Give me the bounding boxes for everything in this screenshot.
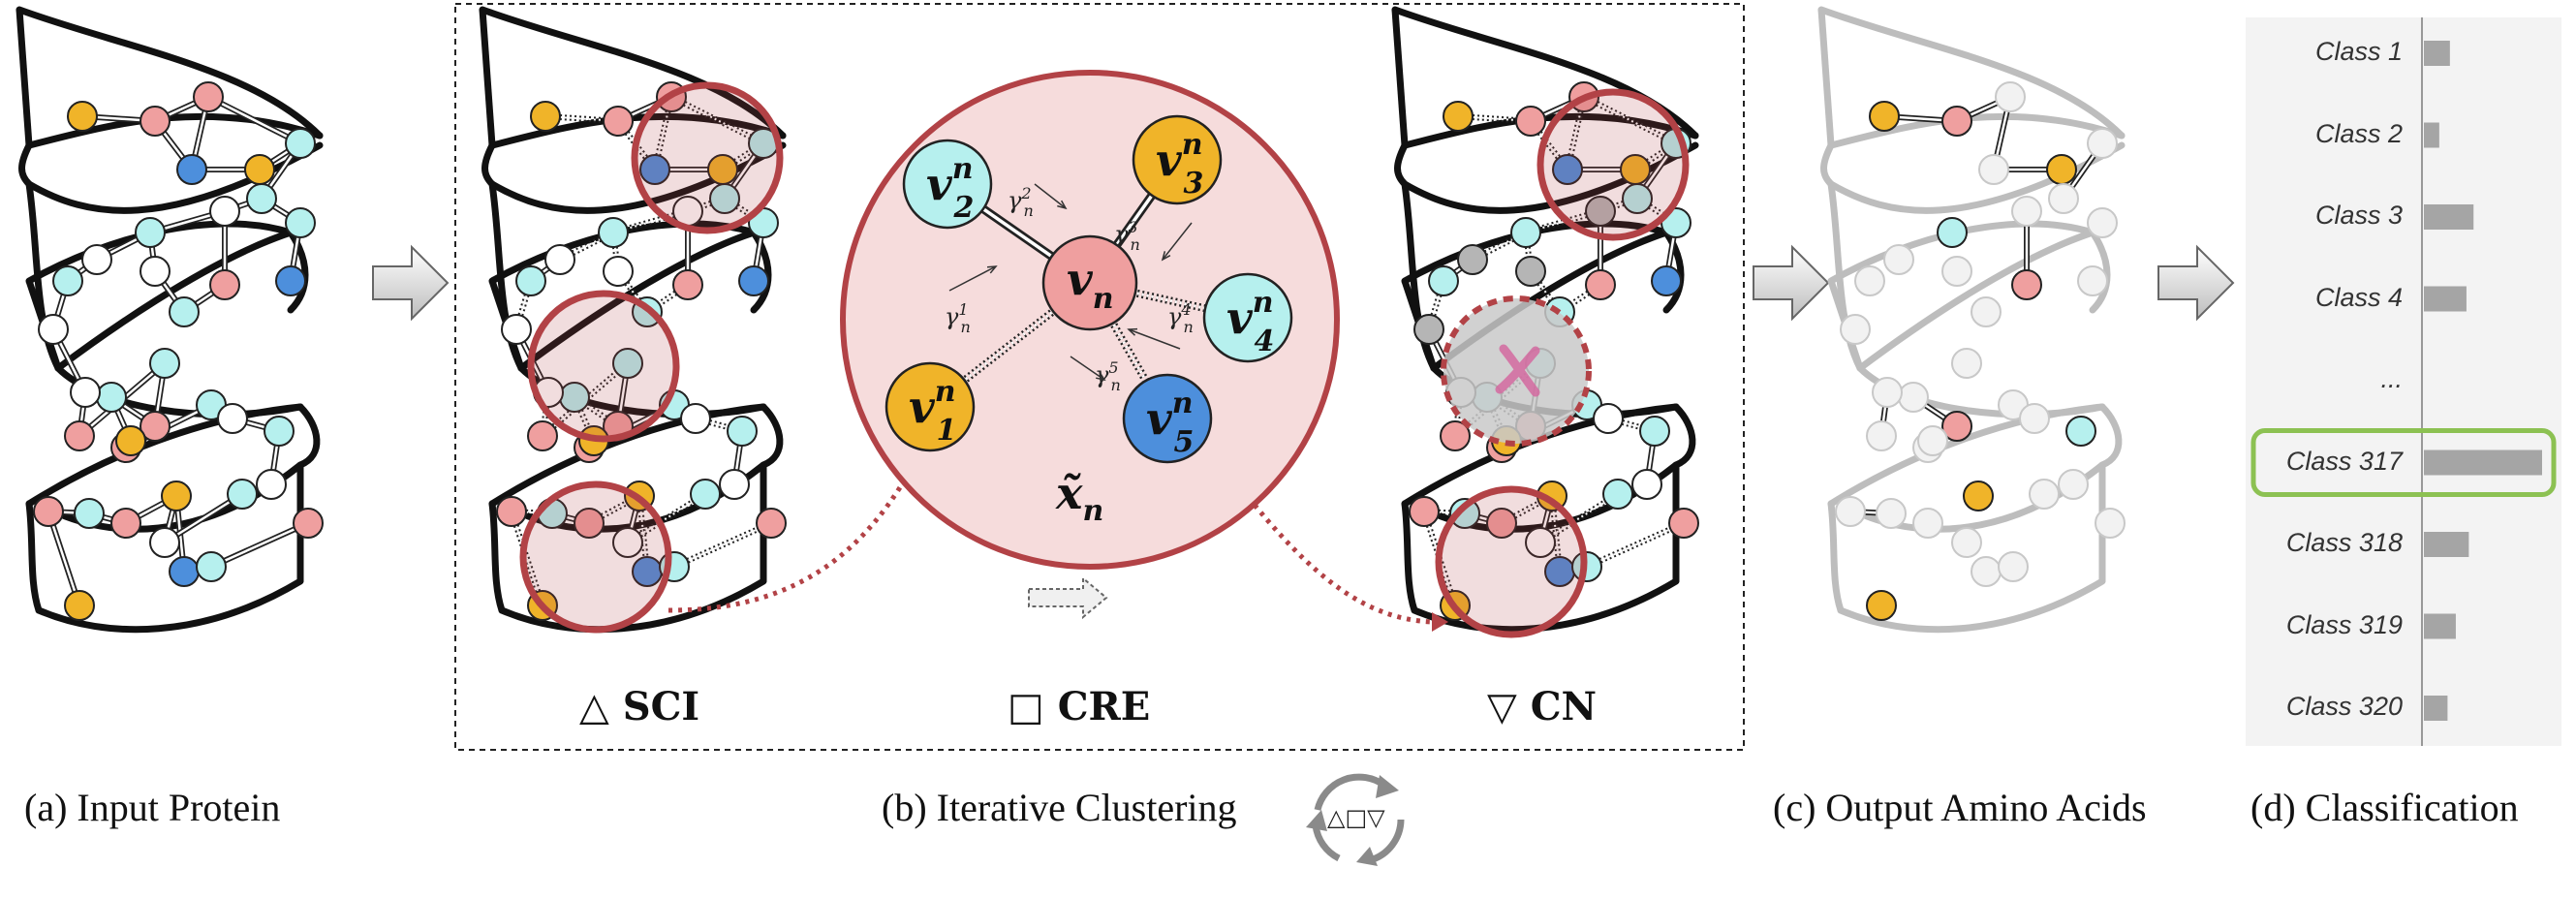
class-label: Class 319 xyxy=(2285,609,2403,639)
zoom-node xyxy=(1202,272,1293,363)
input-protein-helix xyxy=(16,6,324,634)
class-score-bar xyxy=(2424,696,2448,721)
class-label: Class 4 xyxy=(2314,282,2403,312)
zoom-node xyxy=(885,361,976,452)
cycle-symbols: △□▽ xyxy=(1327,804,1385,831)
class-label: Class 317 xyxy=(2285,446,2403,476)
sci-helix xyxy=(479,6,787,634)
class-label: Class 1 xyxy=(2314,37,2403,66)
removed-cross-icon xyxy=(1495,344,1540,397)
zoom-weight-label: γ3 n xyxy=(1114,218,1140,254)
caption-output-amino-acids: (c) Output Amino Acids xyxy=(1773,786,2147,829)
class-label: Class 320 xyxy=(2285,692,2403,721)
class-score-bar xyxy=(2424,532,2469,557)
sci-cluster-circles xyxy=(519,81,784,634)
caption-iterative-clustering: (b) Iterative Clustering xyxy=(882,786,1237,829)
class-label: Class 318 xyxy=(2285,528,2403,557)
flow-arrow-3 xyxy=(2157,244,2235,322)
sci-step-label: △ SCI xyxy=(579,684,700,729)
caption-input-protein: (a) Input Protein xyxy=(24,786,281,829)
zoom-weight-label: γ4 n xyxy=(1167,300,1194,336)
zoom-weight-label: γ1 n xyxy=(945,300,971,336)
cn-cluster-circles xyxy=(1435,88,1690,638)
class-score-bar xyxy=(2424,450,2542,476)
caption-classification: (d) Classification xyxy=(2250,786,2519,829)
class-score-bar xyxy=(2424,122,2439,148)
class-label: Class 2 xyxy=(2314,118,2403,148)
zoom-connector-left xyxy=(667,468,914,613)
class-score-bar xyxy=(2424,41,2450,66)
flow-arrow-2 xyxy=(1753,244,1830,322)
zoom-node xyxy=(902,139,993,230)
output-helix xyxy=(1817,6,2126,634)
class-score-bar xyxy=(2424,613,2456,639)
zoom-center-node xyxy=(1041,234,1138,331)
class-label: ... xyxy=(2380,364,2403,393)
iteration-arrow-icon xyxy=(1028,575,1108,620)
predicted-class-highlight xyxy=(2250,428,2557,497)
class-score-bar xyxy=(2424,204,2474,230)
cn-step-label: ▽ CN xyxy=(1487,684,1598,729)
class-score-bar xyxy=(2424,286,2467,312)
classification-panel xyxy=(2246,17,2561,746)
class-label: Class 3 xyxy=(2314,201,2403,230)
flow-arrow-1 xyxy=(372,244,450,322)
clustering-frame xyxy=(454,3,1745,751)
zoom-weight-label: γ2 n xyxy=(1008,184,1034,220)
cycle-icon xyxy=(1306,773,1405,866)
cre-step-label: □ CRE xyxy=(1008,684,1151,729)
zoom-node xyxy=(1132,114,1223,205)
zoom-node xyxy=(1122,373,1213,464)
